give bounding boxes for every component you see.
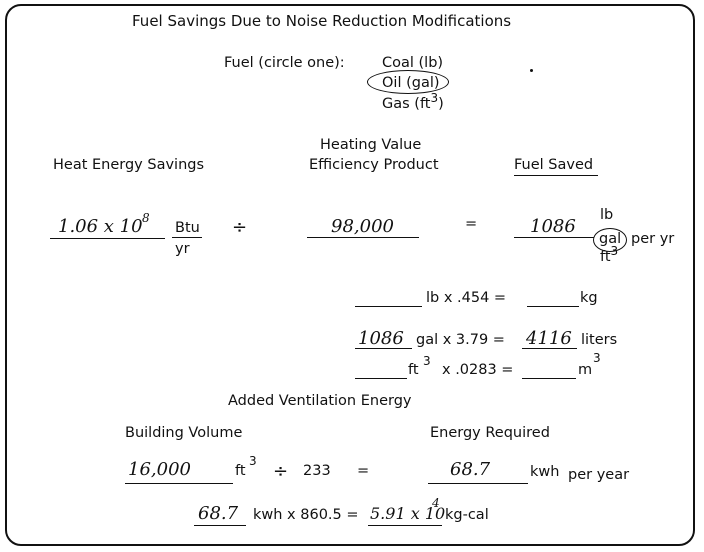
energy-per-year: per year bbox=[568, 467, 630, 483]
efficiency-product-header: Efficiency Product bbox=[309, 157, 439, 173]
ft3-blank bbox=[355, 378, 407, 379]
energy-unit-kwh: kwh bbox=[530, 464, 560, 480]
form-title: Fuel Savings Due to Noise Reduction Modi… bbox=[132, 12, 512, 30]
equals-sign: = bbox=[465, 216, 478, 232]
unit-circle bbox=[593, 228, 627, 252]
stray-mark bbox=[530, 69, 533, 72]
energy-underline bbox=[428, 483, 528, 484]
kwh-value: 68.7 bbox=[198, 503, 239, 524]
form-border bbox=[5, 4, 695, 546]
ventilation-divide-sign: ÷ bbox=[273, 461, 289, 482]
kg-unit: kg bbox=[580, 290, 598, 306]
fuel-saved-underline bbox=[514, 175, 598, 176]
building-volume-label: Building Volume bbox=[125, 425, 243, 441]
fuel-option-oil[interactable]: Oil (gal) bbox=[382, 75, 440, 91]
unit-yr: yr bbox=[175, 241, 190, 257]
fraction-bar bbox=[172, 237, 202, 238]
selection-circle bbox=[367, 70, 449, 94]
heating-value-underline bbox=[307, 237, 419, 238]
energy-required-label: Energy Required bbox=[430, 425, 550, 441]
fuel-option-gas[interactable]: Gas (ft3) bbox=[382, 91, 444, 112]
kgcal-underline bbox=[368, 525, 442, 526]
heat-savings-exponent: 8 bbox=[142, 211, 150, 225]
divide-sign: ÷ bbox=[232, 217, 248, 238]
kgcal-exponent: 4 bbox=[432, 496, 440, 510]
heat-savings-value: 1.06 x 10 bbox=[58, 216, 143, 237]
unit-ft3: ft3 bbox=[600, 244, 619, 265]
fuel-label: Fuel (circle one): bbox=[224, 55, 345, 71]
unit-btu: Btu bbox=[175, 220, 200, 236]
liters-value: 4116 bbox=[526, 328, 572, 349]
unit-lb: lb bbox=[600, 207, 614, 223]
m3-exponent: 3 bbox=[593, 351, 601, 365]
fuel-saved-value-underline bbox=[514, 237, 594, 238]
gal-underline bbox=[355, 348, 412, 349]
liters-underline bbox=[522, 348, 577, 349]
fuel-saved-value: 1086 bbox=[530, 216, 576, 237]
ft3-text: ft bbox=[408, 362, 419, 378]
ventilation-equals: = bbox=[357, 463, 370, 479]
ft3-conversion-text: x .0283 = bbox=[442, 362, 514, 378]
lb-blank bbox=[355, 306, 422, 307]
kgcal-value: 5.91 x 10 bbox=[370, 504, 446, 523]
heat-savings-underline bbox=[50, 238, 165, 239]
volume-ft3-text: ft bbox=[235, 463, 246, 479]
gal-value: 1086 bbox=[358, 328, 404, 349]
liters-unit: liters bbox=[581, 332, 618, 348]
gal-conversion-text: gal x 3.79 = bbox=[416, 332, 505, 348]
m3-blank bbox=[522, 378, 576, 379]
m3-unit: m bbox=[578, 362, 593, 378]
fuel-saved-header: Fuel Saved bbox=[514, 157, 594, 173]
fuel-option-coal[interactable]: Coal (lb) bbox=[382, 55, 444, 71]
volume-ft3-exponent: 3 bbox=[249, 454, 257, 468]
kwh-conversion-text: kwh x 860.5 = bbox=[253, 507, 359, 523]
heating-value-header: Heating Value bbox=[320, 137, 422, 153]
unit-gal: gal bbox=[599, 231, 622, 247]
ventilation-divisor: 233 bbox=[303, 463, 331, 479]
per-yr-text: per yr bbox=[631, 231, 675, 247]
heat-energy-savings-header: Heat Energy Savings bbox=[53, 157, 205, 173]
volume-underline bbox=[125, 483, 233, 484]
lb-conversion-text: lb x .454 = bbox=[426, 290, 507, 306]
kgcal-unit: kg-cal bbox=[445, 507, 489, 523]
ft3-exponent: 3 bbox=[423, 354, 431, 368]
energy-value: 68.7 bbox=[450, 459, 491, 480]
kwh-underline bbox=[194, 525, 246, 526]
kg-blank bbox=[527, 306, 579, 307]
volume-value: 16,000 bbox=[128, 459, 191, 480]
ventilation-heading: Added Ventilation Energy bbox=[228, 393, 412, 409]
heating-value-number: 98,000 bbox=[331, 216, 394, 237]
